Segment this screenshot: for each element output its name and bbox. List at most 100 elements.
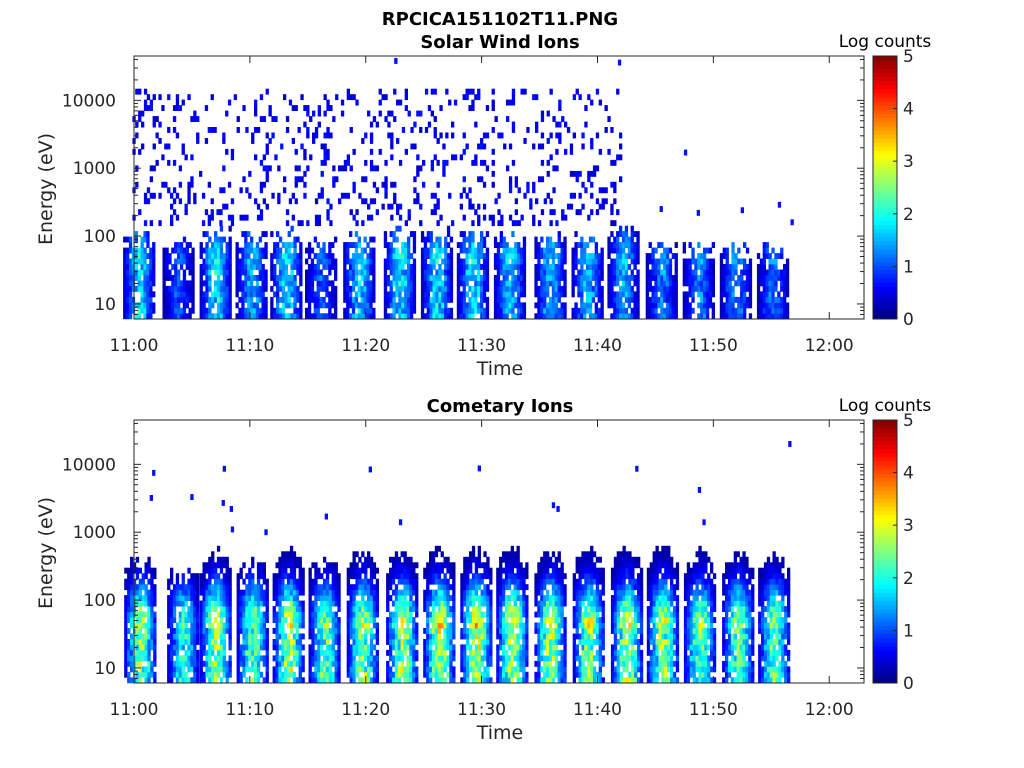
spectrogram-cell	[228, 589, 232, 596]
spectrogram-cell	[648, 313, 652, 320]
spectrogram-cell	[281, 584, 285, 591]
spectrogram-cell	[774, 275, 778, 281]
spectrogram-cell	[624, 225, 629, 232]
spectrogram-cell	[175, 660, 180, 667]
spectrogram-cell	[242, 622, 246, 629]
spectrogram-cell	[228, 307, 232, 314]
spectrogram-cell	[177, 285, 181, 292]
spectrogram-cell	[722, 247, 726, 254]
spectrogram-cell	[465, 269, 469, 276]
spectrogram-cell	[392, 269, 396, 276]
spectrogram-cell	[367, 562, 371, 569]
spectrogram-cell	[178, 617, 182, 623]
spectrogram-cell	[124, 666, 128, 673]
spectrogram-cell	[290, 302, 294, 309]
spectrogram-cell	[363, 313, 367, 320]
spectrogram-cell	[222, 307, 226, 314]
spectrogram-cell	[555, 132, 559, 139]
spectrogram-cell	[499, 280, 503, 287]
spectrogram-cell	[276, 247, 280, 254]
spectrogram-cell	[187, 677, 191, 684]
spectrogram-cell	[663, 307, 667, 314]
spectrogram-cell	[219, 666, 224, 673]
spectrogram-cell	[328, 307, 332, 314]
spectrogram-cell	[645, 275, 649, 281]
spectrogram-cell	[265, 578, 269, 585]
spectrogram-cell	[412, 589, 416, 596]
spectrogram-cell	[331, 258, 335, 265]
spectrogram-cell	[292, 589, 297, 596]
spectrogram-cell	[406, 611, 410, 618]
spectrogram-cell	[654, 296, 658, 303]
spectrogram-cell	[621, 307, 626, 314]
spectrogram-cell	[185, 253, 189, 259]
spectrogram-cell	[621, 247, 626, 254]
spectrogram-cell	[316, 296, 320, 303]
spectrogram-cell	[419, 165, 423, 172]
spectrogram-cell	[317, 573, 321, 580]
spectrogram-cell	[288, 198, 293, 205]
spectrogram-cell	[722, 275, 726, 281]
spectrogram-cell	[307, 253, 312, 259]
spectrogram-cell	[369, 296, 373, 303]
spectrogram-cell	[316, 264, 320, 270]
spectrogram-cell	[389, 671, 393, 678]
spectrogram-cell	[175, 639, 180, 645]
spectrogram-cell	[202, 677, 206, 684]
spectrogram-cell	[390, 181, 394, 188]
spectrogram-cell	[314, 214, 319, 221]
spectrogram-cell	[351, 280, 356, 287]
spectrogram-cell	[480, 138, 484, 144]
spectrogram-cell	[391, 622, 396, 629]
spectrogram-cell	[574, 275, 578, 281]
spectrogram-cell	[199, 666, 203, 673]
spectrogram-cell	[193, 677, 197, 684]
spectrogram-cell	[396, 138, 400, 144]
spectrogram-cell	[397, 671, 401, 678]
spectrogram-cell	[468, 307, 472, 314]
spectrogram-cell	[355, 649, 359, 656]
spectrogram-cell	[394, 671, 399, 678]
spectrogram-cell	[372, 258, 376, 265]
spectrogram-cell	[320, 633, 324, 640]
spectrogram-cell	[554, 269, 558, 276]
spectrogram-cell	[627, 285, 631, 292]
spectrogram-cell	[214, 313, 218, 320]
spectrogram-cell	[261, 296, 265, 303]
spectrogram-cell	[517, 247, 521, 254]
spectrogram-cell	[438, 242, 442, 248]
spectrogram-cell	[193, 595, 197, 601]
spectrogram-cell	[354, 275, 359, 281]
spectrogram-cell	[548, 302, 553, 309]
spectrogram-cell	[423, 291, 428, 298]
spectrogram-cell	[225, 296, 229, 303]
spectrogram-cell	[471, 88, 475, 95]
spectrogram-cell	[535, 121, 539, 128]
spectrogram-cell	[400, 649, 404, 656]
spectrogram-cell	[123, 253, 127, 259]
spectrogram-cell	[222, 628, 226, 634]
spectrogram-cell	[196, 606, 200, 612]
spectrogram-cell	[190, 639, 194, 645]
spectrogram-cell	[493, 236, 498, 243]
spectrogram-cell	[202, 280, 206, 287]
spectrogram-cell	[375, 600, 379, 607]
spectrogram-cell	[214, 633, 218, 640]
spectrogram-cell	[696, 209, 700, 216]
spectrogram-cell	[178, 644, 182, 651]
spectrogram-cell	[372, 671, 377, 678]
spectrogram-cell	[511, 307, 515, 314]
spectrogram-cell	[265, 148, 269, 155]
spectrogram-cell	[141, 644, 145, 651]
colorbar-segment	[873, 56, 897, 61]
spectrogram-cell	[691, 258, 695, 265]
spectrogram-cell	[610, 285, 614, 292]
spectrogram-cell	[771, 285, 775, 292]
spectrogram-cell	[346, 242, 350, 248]
spectrogram-cell	[367, 677, 371, 684]
spectrogram-cell	[765, 247, 769, 254]
spectrogram-cell	[268, 110, 272, 117]
spectrogram-cell	[349, 94, 353, 101]
spectrogram-cell	[514, 181, 518, 188]
spectrogram-cell	[355, 584, 359, 591]
